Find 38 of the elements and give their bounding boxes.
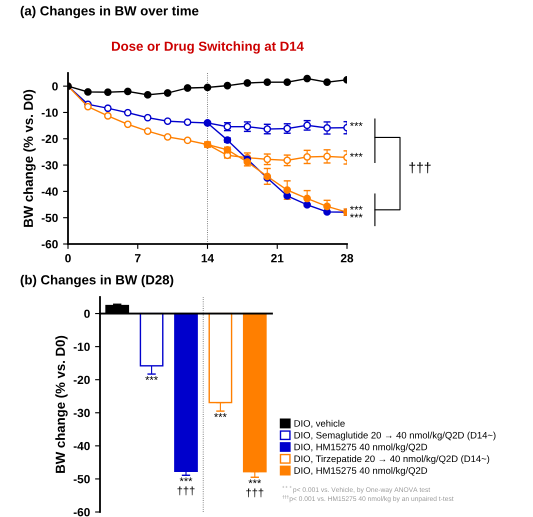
y-tick-label: 0: [84, 310, 90, 318]
text: *** †††: [177, 477, 195, 496]
text: ***: [350, 206, 363, 210]
x-tick-label: 7: [134, 254, 141, 262]
text: ***: [145, 376, 158, 380]
text: ***: [350, 122, 363, 126]
y-tick-label: -20: [74, 376, 90, 384]
legend-label: DIO, HM15275 40 nmol/kg/Q2D: [294, 466, 428, 476]
y-tick-label: 0: [52, 82, 58, 91]
text: ***: [214, 413, 227, 418]
y-tick-label: -60: [74, 508, 90, 516]
legend-label: DIO, Semaglutide 20 → 40 nmol/kg/Q2D (D14~): [294, 432, 496, 440]
y-axis-title: BW change (% vs. D0): [55, 336, 68, 473]
chart-title: (a) Changes in BW over time: [20, 6, 198, 18]
y-tick-label: -60: [42, 240, 58, 248]
y-tick-label: -10: [42, 108, 58, 117]
y-tick-label: -20: [42, 134, 58, 144]
x-tick-label: 14: [202, 254, 214, 262]
text: †††: [409, 162, 431, 174]
text: ***: [350, 214, 363, 218]
text: *** †††: [246, 479, 264, 498]
y-tick-label: -30: [42, 161, 58, 170]
legend-label: DIO, HM15275 40 nmol/kg/Q2D: [294, 443, 428, 452]
y-tick-label: -40: [42, 187, 58, 196]
x-tick-label: 21: [271, 254, 284, 262]
legend-label: DIO, Tirzepatide 20 → 40 nmol/kg/Q2D (D14~): [294, 455, 490, 464]
x-tick-label: 0: [65, 254, 71, 262]
x-tick-label: 28: [340, 254, 354, 262]
y-tick-label: -40: [74, 442, 90, 450]
y-tick-label: -50: [74, 474, 90, 484]
y-tick-label: -10: [74, 342, 90, 352]
legend-label: DIO, vehicle: [294, 420, 345, 428]
y-axis-title: BW change (% vs. D0): [23, 90, 36, 227]
chart-subtitle: Dose or Drug Switching at D14: [112, 41, 304, 54]
y-tick-label: -30: [74, 408, 90, 418]
text: ***: [350, 152, 363, 157]
chart-title: (b) Changes in BW (D28): [20, 274, 174, 288]
y-tick-label: -50: [42, 214, 58, 222]
